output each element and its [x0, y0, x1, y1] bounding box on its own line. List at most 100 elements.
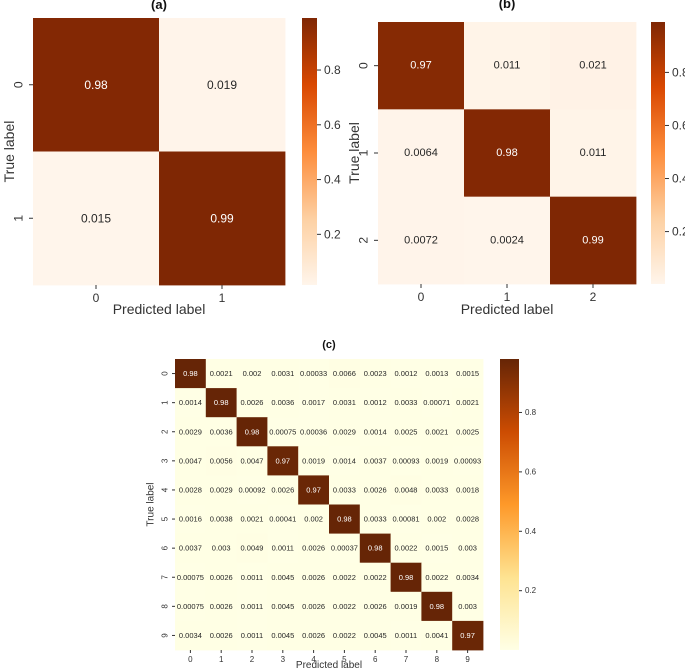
x-tick-label: 0 [93, 291, 100, 305]
cell-value-label: 0.99 [210, 211, 234, 225]
x-tick-label: 5 [342, 655, 347, 664]
cell-value-label: 0.98 [429, 602, 444, 611]
heatmap-cell [205, 388, 237, 418]
cell-value-label: 0.97 [460, 631, 475, 640]
heatmap-cell [359, 504, 391, 534]
cell-value-label: 0.0028 [456, 515, 479, 524]
cell-value-label: 0.0015 [425, 544, 448, 553]
heatmap-cell [421, 417, 453, 447]
cell-value-label: 0.00092 [238, 485, 265, 494]
x-tick-label: 2 [590, 290, 597, 304]
heatmap-cell [421, 359, 453, 389]
heatmap-cell [205, 446, 237, 476]
heatmap-cell [205, 475, 237, 505]
heatmap-cell [175, 446, 207, 476]
cell-value-label: 0.0011 [272, 544, 294, 553]
y-axis-label: True label [346, 122, 362, 184]
cell-value-label: 0.0029 [210, 485, 233, 494]
heatmap-cell [390, 359, 422, 389]
heatmap-cell [452, 475, 484, 505]
heatmap-cell [421, 591, 453, 622]
cell-value-label: 0.98 [183, 369, 198, 378]
y-tick-label: 2 [161, 429, 170, 434]
heatmap-cell [298, 620, 330, 651]
panel-a-confusion-matrix: (a) 0.98 0.019 0.015 0.99 0 1 0 1 Predicted label… [1, 0, 341, 317]
heatmap-cell [236, 359, 268, 389]
heatmap-cell [205, 562, 237, 593]
cell-value-label: 0.00093 [454, 456, 481, 465]
heatmap-cell [390, 533, 422, 564]
heatmap-cell [267, 504, 299, 534]
cell-value-label: 0.0047 [179, 456, 202, 465]
cell-value-label: 0.0014 [179, 398, 202, 407]
cell-value-label: 0.0036 [271, 398, 294, 407]
heatmap-cell [267, 620, 299, 651]
panel-title: (a) [151, 0, 167, 12]
heatmap-cell [390, 388, 422, 418]
cell-value-label: 0.0045 [271, 573, 294, 582]
cell-value-label: 0.011 [494, 60, 521, 72]
cell-value-label: 0.99 [582, 234, 603, 246]
x-tick-label: 7 [404, 655, 409, 664]
y-tick-label: 1 [11, 215, 25, 222]
heatmap-cell [550, 22, 637, 110]
heatmap-cell [329, 417, 361, 447]
y-tick-label: 8 [161, 604, 170, 609]
cell-value-label: 0.0014 [333, 456, 356, 465]
cell-value-label: 0.0026 [241, 398, 264, 407]
cell-value-label: 0.00037 [331, 544, 358, 553]
x-axis-label: Predicted label [113, 301, 206, 317]
cell-value-label: 0.00071 [423, 398, 450, 407]
cell-value-label: 0.0013 [425, 369, 448, 378]
cell-value-label: 0.0026 [302, 573, 325, 582]
y-axis-label: True label [1, 121, 17, 183]
heatmap-cell [390, 562, 422, 593]
heatmap-cell [452, 591, 484, 622]
heatmap-cell [175, 359, 207, 389]
cell-value-label: 0.00075 [269, 427, 296, 436]
cell-value-label: 0.0021 [425, 427, 448, 436]
heatmap-cell [329, 446, 361, 476]
cell-value-label: 0.0011 [241, 631, 263, 640]
cell-value-label: 0.0016 [179, 515, 202, 524]
y-tick-label: 7 [161, 574, 170, 579]
cell-value-label: 0.0011 [395, 631, 417, 640]
heatmap-cell [267, 591, 299, 622]
heatmap-cell [33, 151, 160, 286]
cell-value-label: 0.0029 [179, 427, 202, 436]
heatmap-cell [452, 359, 484, 389]
y-tick-label: 1 [356, 149, 370, 156]
cell-value-label: 0.98 [214, 398, 229, 407]
heatmap-cell [159, 151, 286, 286]
colorbar [302, 18, 317, 285]
heatmap-cell [205, 620, 237, 651]
cell-value-label: 0.97 [306, 485, 321, 494]
x-tick-label: 1 [219, 291, 226, 305]
y-tick-label: 0 [161, 371, 170, 376]
cell-value-label: 0.0037 [364, 456, 387, 465]
cell-value-label: 0.98 [368, 544, 383, 553]
heatmap-cell [267, 533, 299, 564]
colorbar-tick-label: 0.4 [324, 173, 341, 187]
heatmap-cell [359, 475, 391, 505]
heatmap-cell [205, 591, 237, 622]
heatmap-cell [329, 591, 361, 622]
panel-b-confusion-matrix: (b) 0.97 0.011 0.021 0.0064 0.98 0.011 0.0072 0.… [346, 0, 685, 317]
heatmap-cell [421, 388, 453, 418]
heatmap-cell [236, 620, 268, 651]
heatmap-cell [159, 18, 286, 152]
cell-value-label: 0.0029 [333, 427, 356, 436]
y-tick-label: 3 [161, 458, 170, 463]
cell-value-label: 0.0033 [333, 485, 356, 494]
heatmap-cell [298, 446, 330, 476]
cell-value-label: 0.0023 [364, 369, 387, 378]
heatmap-cell [390, 417, 422, 447]
cell-value-label: 0.002 [304, 515, 323, 524]
heatmap-cell [464, 196, 551, 285]
cell-value-label: 0.0026 [210, 602, 233, 611]
x-tick-label: 9 [465, 655, 470, 664]
x-tick-label: 1 [504, 290, 511, 304]
heatmap-cell [329, 562, 361, 593]
heatmap-cell [236, 446, 268, 476]
cell-value-label: 0.0022 [333, 602, 356, 611]
